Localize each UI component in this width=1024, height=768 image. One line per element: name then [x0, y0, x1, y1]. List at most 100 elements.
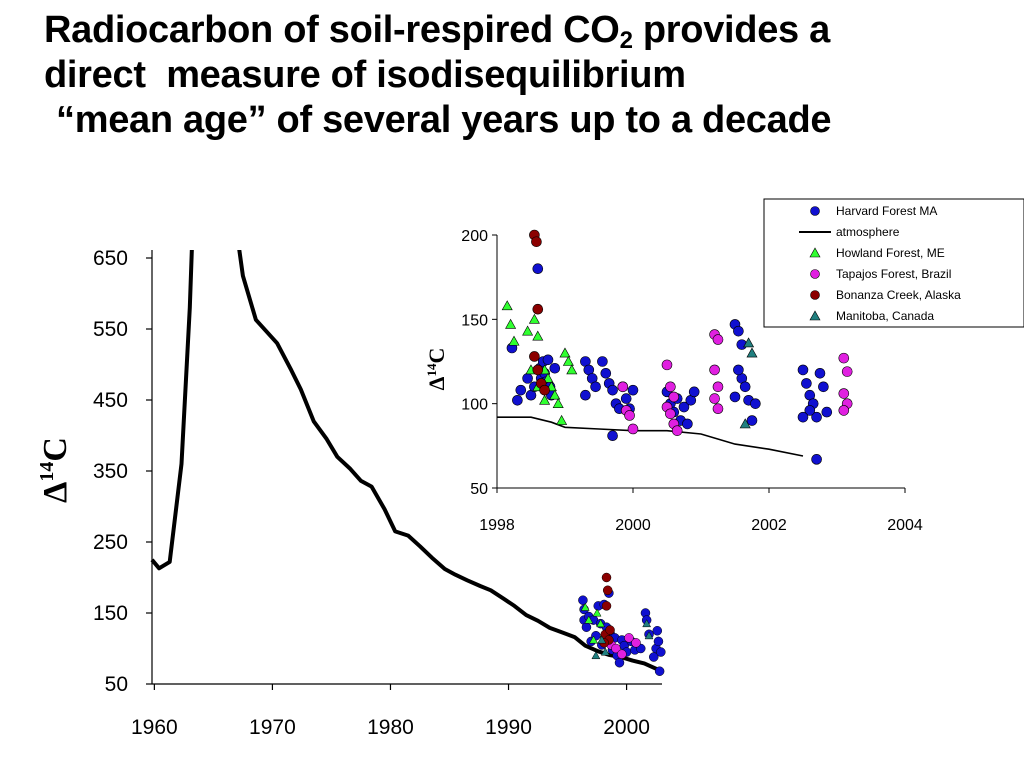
main-point-howland-forest-me: [584, 615, 594, 624]
inset-point-bonanza-creek-alaska: [539, 384, 550, 396]
slide-title: Radiocarbon of soil-respired CO2 provide…: [44, 8, 1014, 143]
inset-point-bonanza-creek-alaska: [532, 364, 544, 376]
inset-point-howland-forest-me: [552, 398, 564, 408]
legend-label: Tapajos Forest, Brazil: [836, 267, 951, 281]
main-point-manitoba-canada: [642, 619, 652, 628]
main-x-tick-label: 2000: [603, 716, 650, 739]
title-line-1: Radiocarbon of soil-respired CO2 provide…: [44, 8, 1014, 53]
inset-point-harvard-forest-ma: [750, 398, 761, 409]
inset-point-tapajos-forest-brazil: [617, 381, 629, 393]
inset-point-howland-forest-me: [542, 372, 554, 383]
main-y-label-c: C: [37, 437, 74, 462]
inset-point-harvard-forest-ma: [600, 368, 612, 379]
main-y-label-delta: Δ: [37, 482, 74, 503]
legend-box: [763, 198, 1024, 328]
legend-label: Howland Forest, ME: [836, 246, 945, 260]
inset-y-tick-label: 200: [461, 228, 488, 245]
legend-circle-swatch: [810, 290, 820, 300]
inset-chart: 50 100 150 200 1998 2000 2002 2004 Δ14C Harvard F…: [424, 198, 1024, 540]
main-y-tick-label: 350: [93, 460, 128, 483]
main-point-manitoba-canada: [597, 635, 607, 644]
main-y-tick-label: 550: [93, 318, 128, 341]
main-point-manitoba-canada: [591, 651, 601, 660]
inset-point-harvard-forest-ma: [522, 373, 533, 384]
inset-point-harvard-forest-ma: [733, 325, 744, 337]
inset-legend: Harvard Forest MA atmosphere Howland Fores…: [763, 198, 1024, 328]
title-text-part2: provides a: [632, 9, 830, 51]
inset-point-harvard-forest-ma: [739, 381, 751, 393]
inset-point-tapajos-forest-brazil: [841, 366, 853, 377]
inset-point-harvard-forest-ma: [797, 364, 809, 376]
inset-point-tapajos-forest-brazil: [838, 405, 850, 416]
main-point-tapajos-forest-brazil: [611, 643, 621, 654]
inset-point-tapajos-forest-brazil: [838, 388, 850, 399]
inset-point-tapajos-forest-brazil: [838, 352, 850, 364]
inset-point-harvard-forest-ma: [688, 386, 700, 398]
title-line-2: direct measure of isodisequilibrium: [44, 54, 686, 96]
inset-y-axis-label: Δ14C: [424, 348, 449, 391]
inset-y-label-c: C: [424, 348, 449, 364]
inset-y-label-delta: Δ: [424, 376, 449, 390]
legend-label: Manitoba, Canada: [836, 309, 934, 323]
main-y-tick-label: 150: [93, 602, 128, 625]
inset-point-harvard-forest-ma: [818, 381, 829, 393]
main-point-harvard-forest-ma: [578, 595, 588, 605]
inset-point-harvard-forest-ma: [627, 384, 639, 396]
legend-item-howland-forest-me: Howland Forest, ME: [809, 246, 945, 260]
main-point-bonanza-creek-alaska: [602, 585, 613, 596]
inset-point-howland-forest-me: [532, 330, 544, 341]
main-y-tick-label: 50: [105, 673, 128, 696]
inset-point-tapajos-forest-brazil: [712, 334, 724, 345]
main-y-axis-label: Δ14C: [36, 437, 74, 503]
inset-point-harvard-forest-ma: [532, 263, 544, 275]
main-point-howland-forest-me: [589, 635, 598, 644]
main-point-manitoba-canada: [600, 647, 610, 656]
main-chart: 50 150 250 350 450 550 650 1960 1970 1980 1990 2000…: [36, 247, 666, 739]
legend-triangle-swatch: [809, 247, 821, 258]
inset-point-tapajos-forest-brazil: [665, 381, 676, 393]
main-point-harvard-forest-ma: [654, 666, 665, 676]
main-x-tick-label: 1970: [249, 716, 296, 739]
inset-point-howland-forest-me: [528, 313, 540, 324]
main-series-manitoba-canada: [591, 619, 654, 660]
main-point-harvard-forest-ma: [614, 657, 625, 668]
inset-point-manitoba-canada: [739, 418, 751, 429]
main-point-bonanza-creek-alaska: [605, 625, 615, 635]
inset-point-tapajos-forest-brazil: [712, 403, 724, 415]
inset-point-harvard-forest-ma: [804, 405, 816, 416]
legend-item-manitoba-canada: Manitoba, Canada: [809, 309, 934, 323]
inset-point-tapajos-forest-brazil: [709, 364, 720, 376]
inset-series-manitoba-canada: [739, 337, 758, 429]
inset-x-tick-label: 2000: [615, 517, 651, 534]
main-point-howland-forest-me: [592, 608, 602, 617]
inset-point-howland-forest-me: [562, 355, 574, 366]
main-atmosphere-line: [150, 250, 660, 672]
inset-y-tick-label: 150: [461, 312, 488, 329]
inset-point-harvard-forest-ma: [515, 384, 527, 396]
inset-point-harvard-forest-ma: [620, 393, 632, 404]
main-point-howland-forest-me: [596, 619, 606, 628]
inset-point-howland-forest-me: [539, 394, 551, 405]
title-text-part1: Radiocarbon of soil-respired CO: [44, 9, 620, 51]
inset-point-harvard-forest-ma: [811, 411, 822, 423]
inset-point-harvard-forest-ma: [746, 415, 758, 426]
inset-y-tick-label: 100: [461, 397, 488, 414]
main-point-bonanza-creek-alaska: [601, 572, 612, 583]
legend-item-bonanza-creek-alaska: Bonanza Creek, Alaska: [810, 288, 961, 302]
inset-point-manitoba-canada: [743, 337, 755, 348]
inset-point-tapajos-forest-brazil: [627, 423, 639, 435]
legend-label: atmosphere: [836, 225, 900, 239]
main-point-howland-forest-me: [580, 602, 590, 611]
legend-triangle-swatch: [809, 310, 821, 321]
inset-point-harvard-forest-ma: [512, 394, 523, 406]
inset-y-label-sup: 14: [424, 363, 439, 377]
inset-point-tapajos-forest-brazil: [668, 391, 680, 403]
inset-x-tick-label: 1998: [479, 517, 515, 534]
inset-point-tapajos-forest-brazil: [712, 381, 724, 393]
title-line-3: “mean age” of several years up to a deca…: [56, 99, 832, 141]
main-x-tick-label: 1960: [131, 716, 178, 739]
inset-point-howland-forest-me: [522, 325, 534, 336]
inset-point-harvard-forest-ma: [542, 354, 554, 366]
main-point-harvard-forest-ma: [653, 636, 664, 647]
